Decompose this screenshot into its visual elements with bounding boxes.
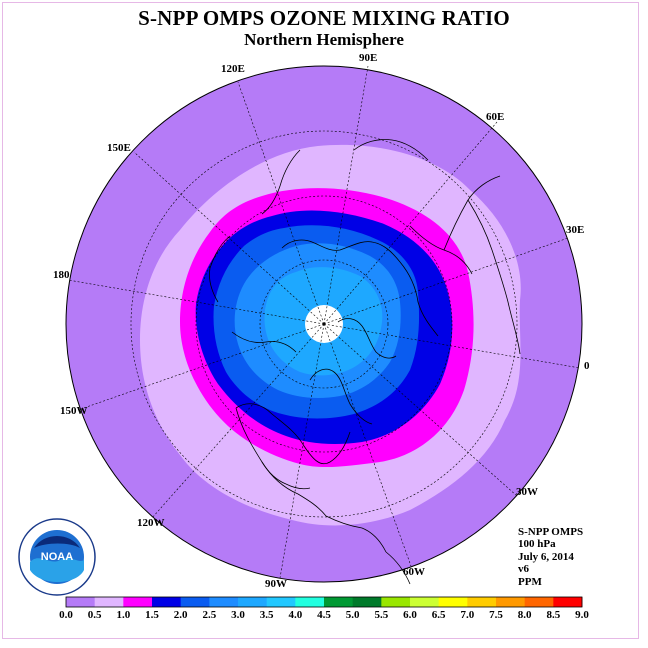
colorbar-tick-label: 6.0	[403, 609, 417, 621]
colorbar-tick-label: 0.0	[59, 609, 73, 621]
meridian-120e	[237, 81, 325, 325]
colorbar-tick-label: 2.0	[173, 609, 188, 621]
coast-siberia	[281, 239, 401, 263]
coast-north-america-east	[235, 403, 351, 465]
colorbar-swatch	[66, 597, 96, 607]
coast-south-america	[385, 551, 411, 585]
lon-label-120e: 120E	[221, 63, 245, 75]
map-title: S-NPP OMPS OZONE MIXING RATIO	[138, 6, 510, 30]
parallel-50n	[195, 195, 453, 453]
meridian-30w	[323, 323, 518, 497]
colorbar-tick-label: 5.0	[345, 609, 360, 621]
colorbar-tick-label: 1.0	[116, 609, 131, 621]
colorbar-swatch	[266, 597, 296, 607]
colorbar-swatch	[410, 597, 440, 607]
meridian-90w	[279, 323, 325, 579]
colorbar-tick-label: 8.5	[546, 609, 561, 621]
meridian-30e	[323, 237, 569, 325]
info-pressure: 100 hPa	[518, 538, 556, 551]
colorbar-swatch	[524, 597, 554, 607]
coast-hudson	[309, 368, 373, 425]
parallel-30n	[130, 130, 518, 518]
info-instrument: S-NPP OMPS	[518, 526, 584, 538]
lon-label-0: 0	[584, 360, 590, 372]
info-date: July 6, 2014	[518, 550, 574, 563]
info-panel: S-NPP OMPS 100 hPa July 6, 2014 v6 PPM	[518, 526, 583, 588]
coastlines	[209, 139, 521, 585]
info-version: v6	[518, 563, 529, 576]
graticule	[67, 65, 581, 579]
meridian-60e	[323, 121, 498, 325]
info-units: PPM	[518, 575, 542, 588]
colorbar-tick-label: 4.5	[317, 609, 331, 621]
colorbar-tick-label: 6.5	[431, 609, 446, 621]
lon-label-150w: 150W	[60, 405, 88, 417]
colorbar-swatch	[209, 597, 239, 607]
meridian-180	[67, 279, 325, 325]
coast-kamchatka	[209, 235, 231, 303]
lon-label-60w: 60W	[403, 566, 425, 578]
colorbar-tick-label: 7.5	[489, 609, 503, 621]
coast-greenland	[337, 318, 397, 359]
lon-label-30w: 30W	[516, 486, 538, 498]
coast-north-america-south	[235, 407, 327, 517]
lon-label-60e: 60E	[486, 111, 505, 123]
coast-scandinavia	[399, 261, 439, 337]
coast-gulf	[261, 461, 311, 490]
lon-label-150e: 150E	[107, 142, 131, 154]
colorbar-swatch	[496, 597, 526, 607]
colorbar-tick-label: 7.0	[460, 609, 475, 621]
map-subtitle: Northern Hemisphere	[244, 30, 404, 49]
colorbar-swatch	[467, 597, 497, 607]
map-boundary	[65, 65, 583, 583]
colorbar-swatch	[295, 597, 325, 607]
noaa-logo: NOAA	[18, 518, 96, 596]
colorbar-tick-label: 9.0	[575, 609, 589, 621]
meridian-0	[323, 323, 581, 369]
parallel-70n	[259, 259, 389, 389]
colorbar-swatch	[180, 597, 210, 607]
lon-label-180: 180	[53, 269, 70, 281]
coast-africa	[467, 199, 521, 355]
colorbar-swatch	[238, 597, 268, 607]
meridian-150e	[133, 151, 325, 325]
lon-label-90w: 90W	[265, 578, 287, 590]
colorbar-tick-label: 1.5	[145, 609, 159, 621]
logo-text: NOAA	[41, 551, 73, 563]
colorbar-tick-label: 3.5	[259, 609, 274, 621]
colorbar-swatch	[94, 597, 124, 607]
colorbar-tick-label: 8.0	[517, 609, 532, 621]
coast-alaska	[231, 331, 297, 353]
colorbar-tick-label: 4.0	[288, 609, 303, 621]
meridian-150w	[77, 323, 325, 411]
meridian-60w	[323, 323, 412, 567]
colorbar-tick-label: 5.5	[374, 609, 389, 621]
lon-label-90e: 90E	[359, 52, 378, 64]
logo-wave	[30, 558, 84, 582]
lon-label-120w: 120W	[137, 517, 165, 529]
colorbar-swatch	[553, 597, 583, 607]
figure-frame	[2, 2, 639, 639]
lon-label-30e: 30E	[566, 224, 585, 236]
colorbar-swatch	[438, 597, 468, 607]
colorbar-tick-label: 2.5	[202, 609, 217, 621]
meridian-120w	[151, 323, 325, 519]
colorbar-swatch	[152, 597, 182, 607]
colorbar-tick-label: 3.0	[231, 609, 245, 621]
coast-central-america	[325, 515, 387, 553]
colorbar-swatch	[123, 597, 153, 607]
colorbar-swatch	[324, 597, 354, 607]
coast-india	[353, 139, 429, 161]
colorbar-tick-label: 0.5	[87, 609, 102, 621]
colorbar-swatch	[352, 597, 382, 607]
colorbar-swatch	[381, 597, 411, 607]
coast-china	[261, 149, 301, 215]
logo-bird	[34, 536, 80, 548]
colorbar-border	[65, 596, 583, 608]
